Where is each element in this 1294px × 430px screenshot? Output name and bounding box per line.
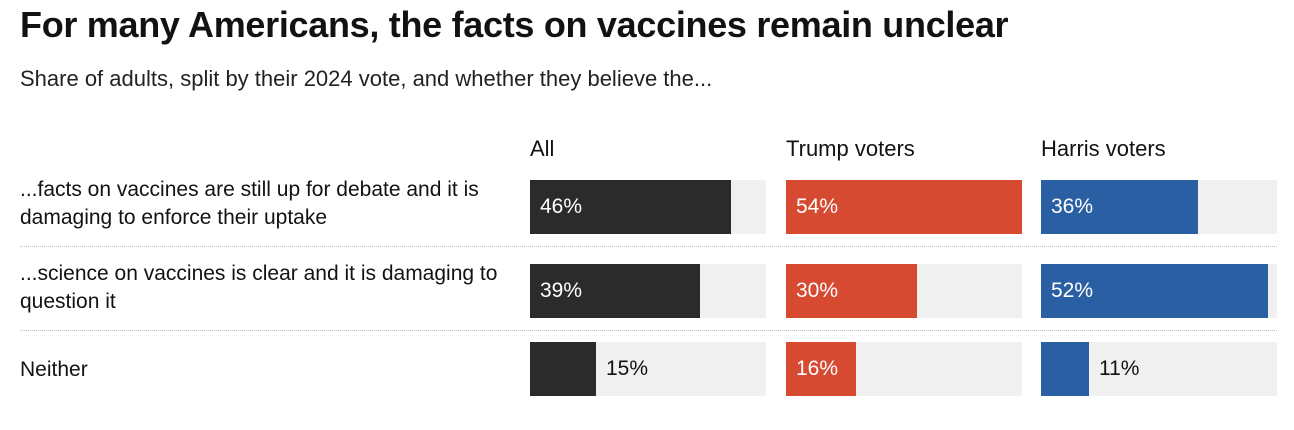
bar-value-label: 36% bbox=[1051, 195, 1094, 218]
chart-subtitle: Share of adults, split by their 2024 vot… bbox=[20, 66, 713, 91]
bar-value-label: 16% bbox=[796, 357, 839, 380]
bar-value-label: 11% bbox=[1099, 357, 1140, 380]
bar-track: 54% bbox=[786, 180, 1022, 234]
bar-all bbox=[530, 180, 731, 234]
row-label-0: ...facts on vaccines are still up for de… bbox=[20, 178, 479, 229]
bar-value-label: 30% bbox=[796, 279, 839, 302]
chart-title: For many Americans, the facts on vaccine… bbox=[20, 4, 1009, 45]
bar-all bbox=[530, 264, 700, 318]
bar-harris-voters bbox=[1041, 180, 1198, 234]
bar-harris-voters bbox=[1041, 342, 1089, 396]
bar-value-label: 54% bbox=[796, 195, 839, 218]
column-header-2: Harris voters bbox=[1041, 136, 1166, 161]
bar-trump-voters bbox=[786, 180, 1022, 234]
bar-track: 46% bbox=[530, 180, 766, 234]
bar-track: 36% bbox=[1041, 180, 1277, 234]
bar-value-label: 15% bbox=[606, 357, 649, 380]
row-divider-0 bbox=[20, 246, 1277, 247]
bar-value-label: 39% bbox=[540, 279, 583, 302]
bar-value-label: 46% bbox=[540, 195, 583, 218]
bar-track: 11% bbox=[1041, 342, 1277, 396]
bar-track: 30% bbox=[786, 264, 1022, 318]
row-label-1: ...science on vaccines is clear and it i… bbox=[20, 262, 498, 313]
bar-track: 39% bbox=[530, 264, 766, 318]
bar-track: 52% bbox=[1041, 264, 1277, 318]
bar-track: 16% bbox=[786, 342, 1022, 396]
bar-harris-voters bbox=[1041, 264, 1268, 318]
bar-all bbox=[530, 342, 596, 396]
bar-value-label: 52% bbox=[1051, 279, 1094, 302]
bar-track: 15% bbox=[530, 342, 766, 396]
column-header-0: All bbox=[530, 136, 555, 161]
column-header-1: Trump voters bbox=[786, 136, 915, 161]
row-divider-1 bbox=[20, 330, 1277, 331]
bar-trump-voters bbox=[786, 342, 856, 396]
row-label-2: Neither bbox=[20, 358, 88, 381]
bar-trump-voters bbox=[786, 264, 917, 318]
